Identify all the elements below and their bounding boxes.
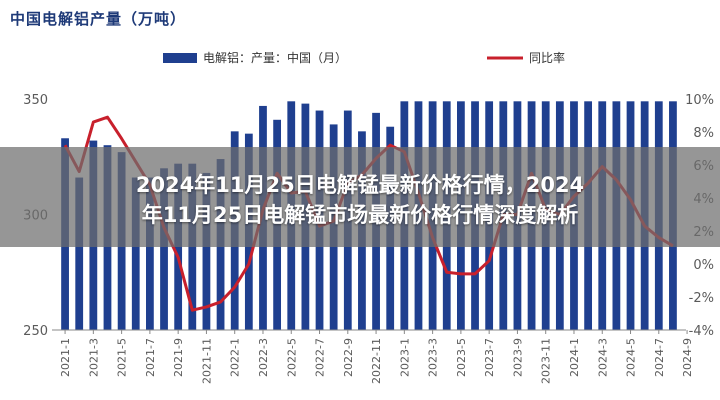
x-tick-label: 2021-9 [172,338,185,377]
x-tick-label: 2023-3 [427,338,440,377]
bar [131,177,140,330]
bar [202,172,211,330]
x-tick-label: 2022-5 [285,338,298,377]
y-right-tick-label: 8% [693,126,714,141]
x-tick-label: 2022-9 [342,338,355,377]
x-tick-label: 2021-11 [200,338,213,384]
overlay-title-line-1: 2024年11月25日电解锰最新价格行情，2024 [135,173,585,197]
legend: 电解铝：产量：中国（月） 同比率 [163,50,565,65]
x-tick-label: 2022-11 [370,338,383,384]
x-tick-label: 2023-5 [455,338,468,377]
legend-bar-swatch [163,53,197,63]
x-tick-label: 2024-1 [568,338,581,377]
y-right-tick-label: 10% [685,93,714,108]
x-tick-label: 2022-3 [257,338,270,377]
x-tick-label: 2022-1 [229,338,242,377]
x-tick-label: 2023-7 [483,338,496,377]
y-left-tick-label: 250 [23,324,48,339]
x-tick-label: 2023-9 [511,338,524,377]
x-tick-label: 2024-3 [596,338,609,377]
x-tick-label: 2023-11 [540,338,553,384]
x-tick-label: 2021-1 [59,338,72,377]
overlay-title: 2024年11月25日电解锰最新价格行情，2024 年11月25日电解锰市场最新… [0,170,720,230]
bar [75,177,84,330]
y-right-tick-label: -4% [689,324,714,339]
x-tick-label: 2023-1 [398,338,411,377]
x-tick-label: 2022-7 [314,338,327,377]
overlay-title-line-2: 年11月25日电解锰市场最新价格行情深度解析 [141,203,579,227]
x-tick-label: 2021-7 [144,338,157,377]
x-tick-label: 2024-5 [625,338,638,377]
axes-group: 25030035010%8%6%4%2%0%-2%-4%2021-12021-3… [23,93,714,384]
y-left-tick-label: 350 [23,93,48,108]
y-right-tick-label: 0% [693,258,714,273]
overlay-banner [0,147,720,247]
bar [160,168,168,330]
y-right-tick-label: -2% [689,291,714,306]
x-tick-label: 2024-9 [681,338,694,377]
x-tick-label: 2021-5 [116,338,129,377]
bar [146,177,154,330]
legend-line-label: 同比率 [529,50,565,65]
legend-bar-label: 电解铝：产量：中国（月） [203,50,347,65]
chart-title: 中国电解铝产量（万吨） [10,10,187,28]
x-tick-label: 2021-3 [87,338,100,377]
x-tick-label: 2024-7 [653,338,666,377]
